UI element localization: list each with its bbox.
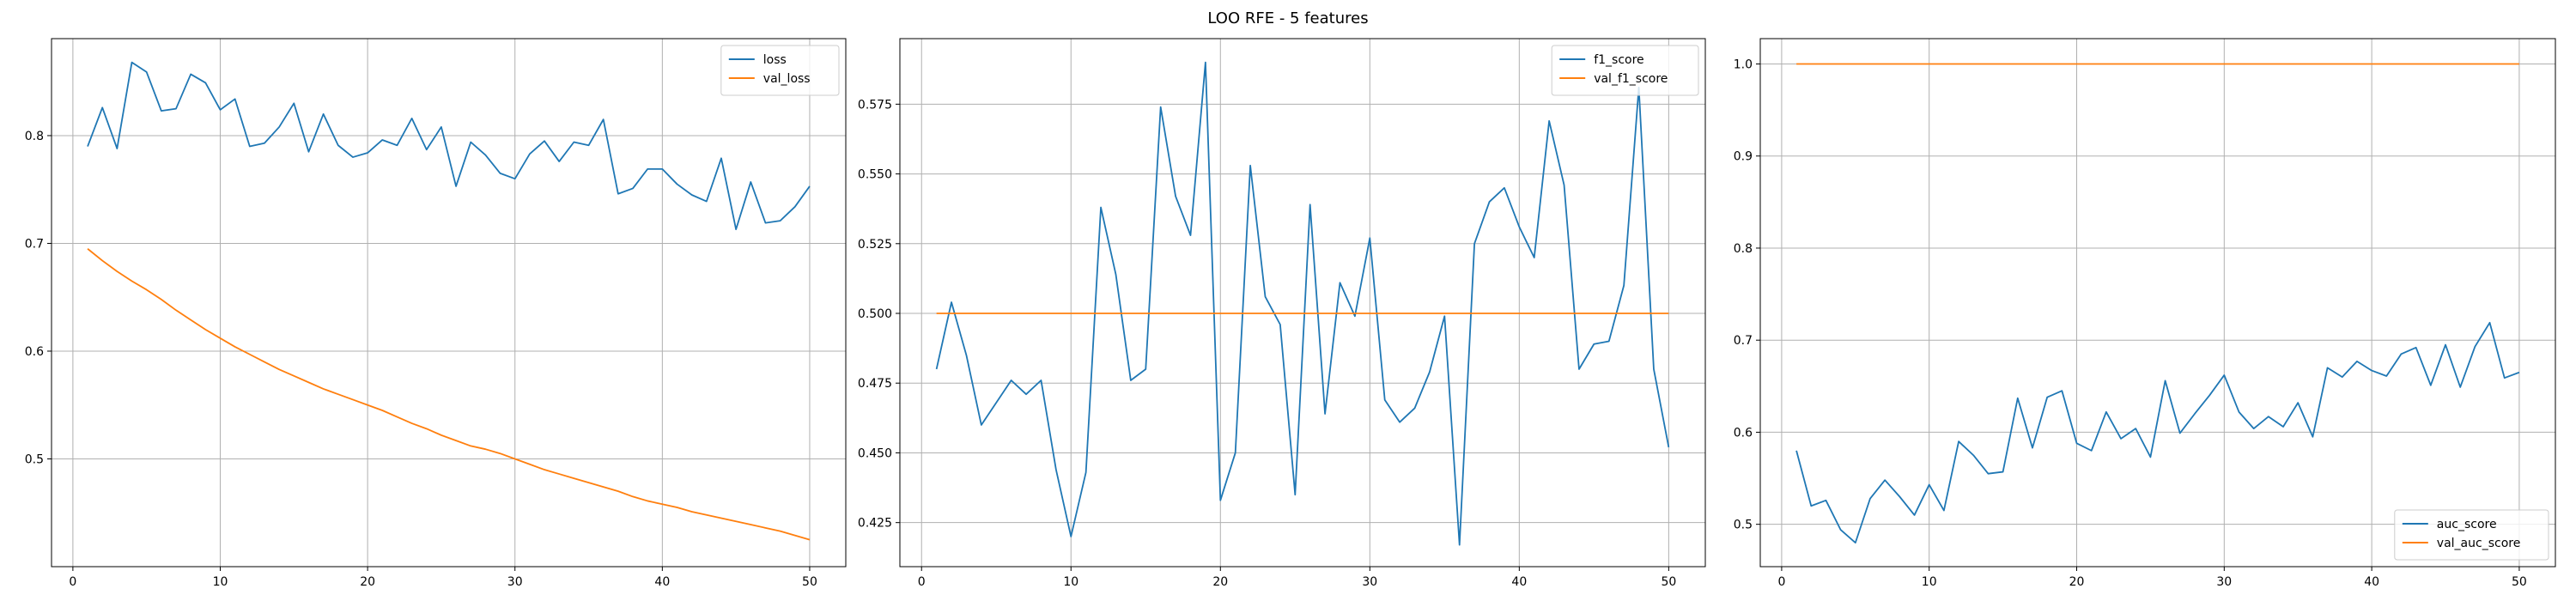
x-tick-label: 10 (1922, 575, 1937, 589)
y-tick-label: 0.7 (25, 237, 44, 251)
figure-suptitle: LOO RFE - 5 features (1207, 9, 1368, 27)
y-tick-label: 0.6 (1734, 426, 1753, 440)
series-line-auc-score (1795, 321, 2520, 544)
subplot-2: 0 10 20 30 40 50 0.425 0.450 0.475 0.500 0.525 0.55… (858, 38, 1706, 589)
subplot-3: 0 10 20 30 40 50 0.5 0.6 0.7 0.8 0.9 1.0 auc_scoreva… (1734, 38, 2556, 589)
y-tick-label: 0.8 (1734, 242, 1753, 256)
axes-frame (51, 38, 847, 568)
axes-frame (899, 38, 1706, 568)
x-tick-label: 0 (69, 575, 76, 589)
y-tick-label: 0.425 (858, 517, 892, 531)
x-tick-label: 10 (1063, 575, 1078, 589)
y-tick-label: 0.6 (25, 345, 44, 359)
y-tick-label: 0.575 (858, 98, 892, 112)
y-tick-label: 0.500 (858, 307, 892, 321)
x-tick-label: 10 (213, 575, 228, 589)
legend-label-val-loss: val_loss (763, 72, 811, 86)
y-tick-label: 1.0 (1734, 58, 1753, 71)
legend: f1_score val_f1_score (1551, 45, 1699, 96)
y-tick-label: 0.8 (25, 130, 44, 143)
x-tick-label: 20 (360, 575, 375, 589)
x-tick-label: 40 (654, 575, 670, 589)
legend-label-f1-score: f1_score (1594, 53, 1643, 67)
x-tick-label: 30 (2216, 575, 2232, 589)
legend-label-val-auc-score: val_auc_score (2437, 537, 2521, 550)
grid (52, 39, 846, 567)
legend-box (2394, 509, 2549, 561)
x-tick-label: 30 (1362, 575, 1377, 589)
series-line-loss (87, 61, 811, 231)
x-tick-label: 50 (2512, 575, 2527, 589)
x-tick-label: 20 (1212, 575, 1228, 589)
legend-label-loss: loss (763, 53, 787, 67)
y-tick-label: 0.5 (1734, 519, 1753, 532)
legend-box (1551, 45, 1699, 96)
y-tick-label: 0.7 (1734, 334, 1753, 348)
x-tick-label: 30 (507, 575, 523, 589)
subplots: 0 10 20 30 40 50 0.5 0.6 0.7 0.8 loss val_loss 0 10 20… (25, 38, 2556, 589)
x-tick-label: 50 (1661, 575, 1676, 589)
legend-label-val-f1-score: val_f1_score (1594, 72, 1668, 86)
y-tick-label: 0.550 (858, 168, 892, 182)
x-tick-label: 50 (802, 575, 817, 589)
y-tick-label: 0.525 (858, 238, 892, 252)
series-line-val-loss (87, 248, 811, 541)
legend-label-auc-score: auc_score (2437, 518, 2497, 531)
legend: auc_score val_auc_score (2394, 509, 2549, 561)
y-tick-label: 0.475 (858, 377, 892, 391)
subplot-1: 0 10 20 30 40 50 0.5 0.6 0.7 0.8 loss val_loss (25, 38, 847, 589)
y-tick-label: 0.9 (1734, 150, 1753, 164)
x-tick-label: 20 (2069, 575, 2085, 589)
x-tick-label: 40 (2364, 575, 2379, 589)
legend-box (720, 45, 840, 96)
legend: loss val_loss (720, 45, 840, 96)
x-tick-label: 40 (1511, 575, 1527, 589)
series-line-f1-score (935, 61, 1670, 546)
x-tick-label: 0 (1777, 575, 1785, 589)
y-tick-label: 0.450 (858, 446, 892, 460)
y-tick-label: 0.5 (25, 452, 44, 466)
axes-frame (1759, 38, 2556, 568)
x-tick-label: 0 (918, 575, 926, 589)
